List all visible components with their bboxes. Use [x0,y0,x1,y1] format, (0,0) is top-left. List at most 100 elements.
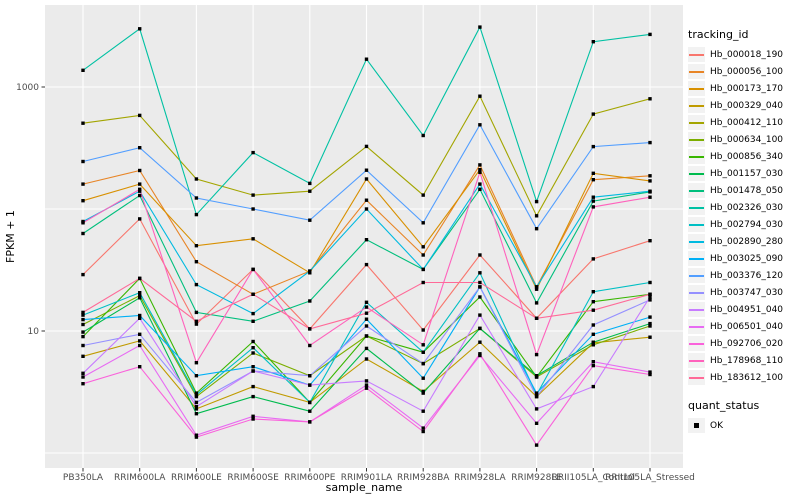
data-point [194,319,199,323]
data-point [534,391,539,395]
data-point [138,27,142,31]
legend-item-label: Hb_000329_040 [710,100,784,111]
legend-line-icon [689,240,704,243]
data-point [591,323,595,327]
data-point [534,285,539,289]
data-point [81,354,85,358]
legend-line-swatch [688,217,705,232]
data-point [421,343,425,347]
legend-item-Hb_000056_100: Hb_000056_100 [688,63,800,80]
data-point [308,343,312,348]
data-point [591,308,595,312]
legend-line-swatch [688,98,705,113]
data-point [81,375,85,379]
data-point [478,253,482,257]
data-point [81,231,85,236]
legend-line-icon [689,291,704,294]
data-point [81,121,85,125]
data-point [81,310,85,315]
legend-line-icon [689,325,704,328]
data-point [421,253,425,257]
legend-line-swatch [688,234,705,249]
data-point [251,150,255,155]
data-point [81,322,85,327]
data-point [251,193,255,197]
x-axis-tick-label: RRIM600LA [114,473,166,483]
data-point [591,300,595,304]
x-axis-tick-label: RRIM600PE [284,473,336,483]
data-point [591,343,595,347]
data-point [648,140,652,145]
data-point [138,339,142,343]
legend-item-label: Hb_003747_030 [710,287,784,298]
legend-line-icon [689,342,704,345]
legend-item-label: Hb_002794_030 [710,219,784,230]
data-point [194,177,199,181]
data-point [364,207,369,211]
legend-item-Hb_001157_030: Hb_001157_030 [688,165,800,182]
data-point [251,237,255,241]
data-point [648,32,652,37]
data-point [591,144,595,149]
legend-line-icon [689,359,704,362]
data-point [478,187,482,191]
legend-square-swatch [688,418,705,433]
data-point [421,193,425,197]
data-point [364,383,369,387]
data-point [308,181,312,186]
legend-item-Hb_004951_040: Hb_004951_040 [688,301,800,318]
data-point [138,343,142,348]
data-point [251,319,255,323]
legend-line-swatch [688,183,705,198]
data-point [138,316,142,320]
x-axis-tick-label: RRIM901LA [341,473,393,483]
data-point [194,394,199,399]
data-point [251,384,255,389]
data-point [591,195,595,199]
data-point [308,218,312,222]
data-point [591,112,595,116]
data-point [251,414,255,418]
data-point [194,391,199,395]
legend-item-Hb_003025_090: Hb_003025_090 [688,250,800,267]
data-point [194,322,199,326]
legend-line-icon [689,308,704,311]
legend-line-swatch [688,251,705,266]
data-point [421,426,425,430]
data-point [591,40,595,44]
legend-line-icon [689,87,704,90]
legend-item-label: Hb_003025_090 [710,253,784,264]
data-point [251,369,255,373]
legend-line-swatch [688,166,705,181]
data-point [648,315,652,319]
legend-line-swatch [688,285,705,300]
data-point [534,301,539,305]
data-point [81,313,85,317]
data-point [138,168,142,173]
data-point [251,417,255,421]
data-point [648,97,652,101]
data-point [81,330,85,334]
data-point [364,311,369,315]
legend-line-swatch [688,200,705,215]
data-point [364,168,369,172]
legend-item-Hb_000634_100: Hb_000634_100 [688,131,800,148]
legend-item-label: Hb_000412_110 [710,117,784,128]
data-point [364,317,369,321]
data-point [421,221,425,225]
data-point [364,346,369,351]
data-point [194,282,199,287]
data-point [194,404,199,409]
data-point [194,435,199,439]
data-point [591,332,595,336]
legend-line-icon [689,53,704,56]
legend-item-Hb_002794_030: Hb_002794_030 [688,216,800,233]
legend-item-Hb_183612_100: Hb_183612_100 [688,369,800,386]
data-point [81,68,85,72]
legend-item-Hb_000856_340: Hb_000856_340 [688,148,800,165]
data-point [138,193,142,198]
data-point [81,182,85,186]
data-point [534,421,539,425]
x-axis-tick-label: RRIM928LE [511,473,562,483]
